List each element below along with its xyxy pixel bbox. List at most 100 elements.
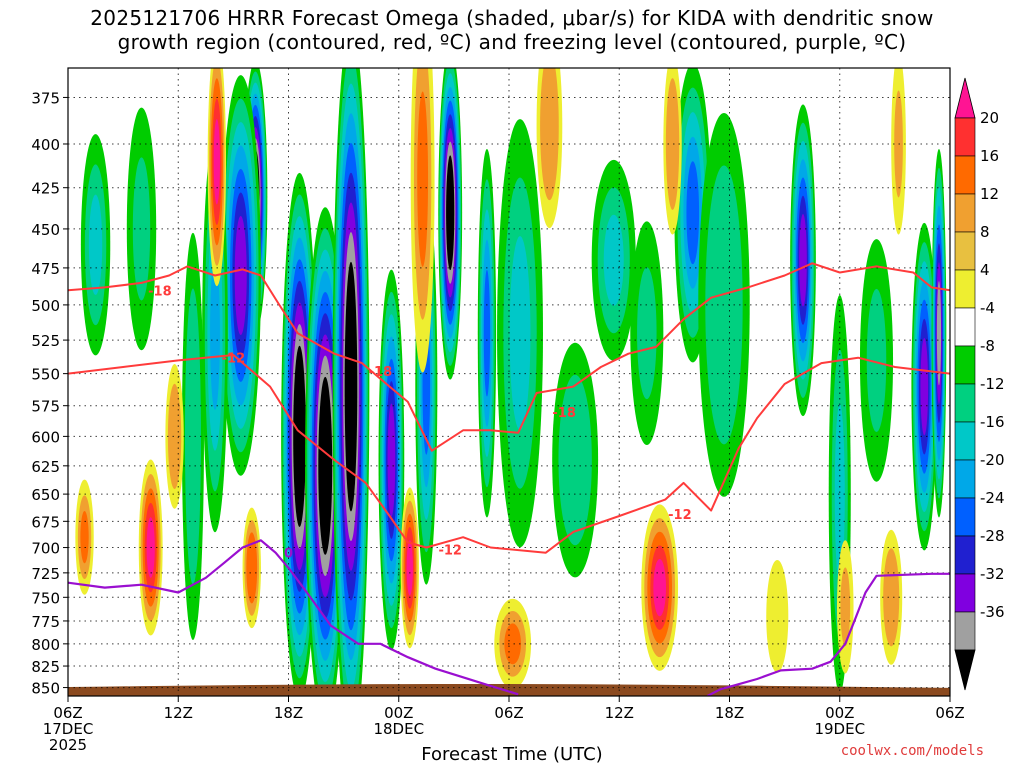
colorbar-label: 12 (980, 185, 999, 203)
omega-cell-band (88, 194, 103, 295)
colorbar-label: 20 (980, 109, 999, 127)
omega-cell (880, 529, 903, 665)
omega-cell (181, 232, 204, 640)
omega-cell-band (668, 102, 677, 186)
x-tick-label: 17DEC (43, 720, 94, 738)
omega-cell-band (603, 214, 624, 306)
omega-cell (630, 221, 664, 446)
omega-cell-band (80, 511, 89, 564)
y-tick-label: 400 (31, 136, 60, 154)
x-tick-label: 06Z (935, 704, 964, 722)
y-tick-label: 700 (31, 540, 60, 558)
colorbar-top-arrow (954, 77, 976, 119)
omega-cell (497, 119, 543, 548)
omega-cell (332, 68, 370, 696)
colorbar-bin (954, 193, 976, 233)
colorbar-label: 8 (980, 223, 990, 241)
colorbar: 20 16 12 8 4 -4 -8 -12 -16 -20 -24 -28 -32 -36 (954, 77, 1005, 691)
omega-cell-band (564, 406, 586, 514)
y-tick-label: 725 (31, 565, 60, 583)
colorbar-label: -36 (980, 603, 1005, 621)
omega-cell (165, 364, 184, 509)
colorbar-bin (954, 459, 976, 499)
contour-label: -18 (552, 406, 576, 421)
chart-title-line1: 2025121706 HRRR Forecast Omega (shaded, … (90, 6, 934, 30)
omega-cell-band (886, 566, 897, 628)
omega-cell (80, 134, 111, 356)
credit-text: coolwx.com/models (840, 743, 984, 759)
colorbar-bin (954, 155, 976, 195)
omega-cell-band (132, 157, 151, 301)
x-tick-label: 2025 (49, 736, 87, 754)
contour-label: -12 (668, 508, 692, 523)
omega-cell-band (406, 540, 413, 596)
omega-cell (552, 342, 599, 578)
y-axis-ticks: 375 400 425 450 475 500 525 550 575 600 625 650 675 7… (31, 89, 68, 698)
omega-cell-band (866, 288, 887, 432)
contour-label: -12 (438, 544, 462, 559)
omega-cell (410, 68, 435, 373)
colorbar-label: -12 (980, 375, 1005, 393)
y-tick-label: 425 (31, 180, 60, 198)
omega-cell (790, 104, 816, 417)
omega-cell-band (483, 269, 491, 397)
omega-cell (126, 107, 157, 351)
omega-cell (400, 487, 419, 649)
omega-cell-band (319, 398, 331, 534)
omega-cell (911, 222, 938, 551)
colorbar-bin (954, 421, 976, 461)
omega-cell-band (248, 544, 256, 592)
y-tick-label: 525 (31, 332, 60, 350)
contour-lines (68, 262, 950, 696)
omega-cell (207, 68, 227, 287)
dendritic-minus18-contour (68, 262, 950, 452)
colorbar-bin (954, 117, 976, 157)
omega-cell-band (346, 291, 356, 482)
omega-cell (242, 507, 261, 629)
omega-cell (438, 68, 463, 380)
omega-cell-band (840, 567, 851, 647)
omega-cell (536, 68, 563, 229)
omega-cell-band (387, 403, 396, 517)
colorbar-label: -20 (980, 451, 1005, 469)
y-tick-label: 675 (31, 513, 60, 531)
colorbar-bin (954, 383, 976, 423)
omega-cell-band (653, 559, 666, 617)
freezing-level-contour-b (706, 572, 950, 696)
contour-labels: -18 -12 -18 -18 -12 -12 0 (148, 284, 692, 561)
contour-label: -18 (369, 365, 393, 380)
colorbar-bottom-arrow (954, 649, 976, 691)
y-tick-label: 375 (31, 89, 60, 107)
omega-cell (75, 479, 94, 595)
colorbar-label: 4 (980, 261, 990, 279)
colorbar-bin (954, 269, 976, 309)
omega-cell (766, 559, 789, 673)
x-tick-label: 12Z (605, 704, 634, 722)
omega-cell-band (170, 403, 179, 470)
omega-cell (477, 148, 497, 518)
y-tick-label: 575 (31, 398, 60, 416)
x-tick-label: 06Z (494, 704, 523, 722)
omega-cell-band (637, 267, 657, 400)
x-tick-label: 18Z (274, 704, 303, 722)
colorbar-bin (954, 535, 976, 575)
y-tick-label: 800 (31, 636, 60, 654)
x-tick-label: 18Z (715, 704, 744, 722)
omega-cell (220, 75, 261, 476)
omega-cell (663, 68, 682, 235)
y-tick-label: 625 (31, 458, 60, 476)
colorbar-bin (954, 345, 976, 385)
y-tick-label: 600 (31, 428, 60, 446)
omega-cell-band (920, 337, 929, 436)
x-tick-label: 00Z (384, 704, 413, 722)
x-tick-label: 06Z (53, 704, 82, 722)
omega-cell-band (213, 119, 220, 205)
colorbar-label: -28 (980, 527, 1005, 545)
omega-cell-band (936, 281, 942, 386)
y-tick-label: 825 (31, 658, 60, 676)
omega-cell (641, 504, 679, 671)
x-tick-label: 19DEC (814, 720, 865, 738)
colorbar-bin (954, 231, 976, 271)
